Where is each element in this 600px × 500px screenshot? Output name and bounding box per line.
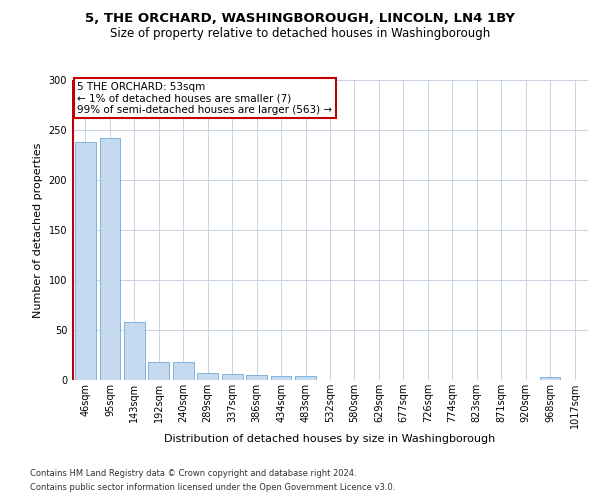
Text: 5 THE ORCHARD: 53sqm
← 1% of detached houses are smaller (7)
99% of semi-detache: 5 THE ORCHARD: 53sqm ← 1% of detached ho… [77,82,332,114]
Bar [100,138,120,380]
Bar [75,142,96,380]
Bar [295,376,316,380]
Bar [124,322,145,380]
Y-axis label: Number of detached properties: Number of detached properties [33,142,43,318]
Text: Contains public sector information licensed under the Open Government Licence v3: Contains public sector information licen… [30,484,395,492]
Bar [148,362,169,380]
Bar [197,373,218,380]
Text: Size of property relative to detached houses in Washingborough: Size of property relative to detached ho… [110,28,490,40]
Bar [271,376,292,380]
Text: Contains HM Land Registry data © Crown copyright and database right 2024.: Contains HM Land Registry data © Crown c… [30,468,356,477]
Bar [222,374,242,380]
X-axis label: Distribution of detached houses by size in Washingborough: Distribution of detached houses by size … [164,434,496,444]
Bar [246,375,267,380]
Text: 5, THE ORCHARD, WASHINGBOROUGH, LINCOLN, LN4 1BY: 5, THE ORCHARD, WASHINGBOROUGH, LINCOLN,… [85,12,515,26]
Bar [540,377,560,380]
Bar [173,362,194,380]
